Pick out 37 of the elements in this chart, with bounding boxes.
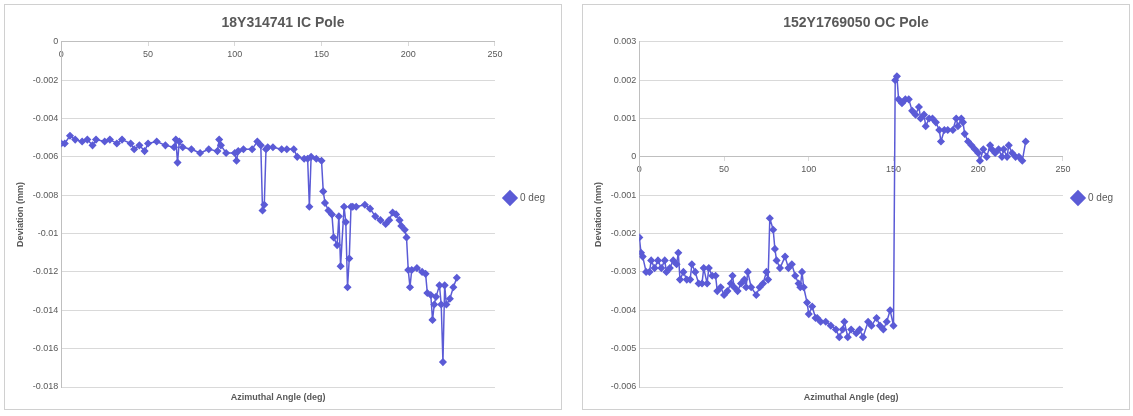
y-tick-label: -0.016 — [32, 343, 59, 354]
y-tick-label: -0.003 — [610, 266, 637, 277]
y-tick-label: -0.006 — [32, 151, 59, 162]
x-tick-label: 250 — [1055, 163, 1071, 174]
y-tick-label: -0.005 — [610, 343, 637, 354]
x-tick-label: 250 — [487, 48, 503, 59]
y-tick-label: -0.014 — [32, 304, 59, 315]
y-tick-label: -0.008 — [32, 189, 59, 200]
y-tick-label: -0.006 — [610, 381, 637, 392]
y-tick-label: 0 — [53, 36, 59, 47]
y-tick-label: 0 — [631, 151, 637, 162]
y-tick-label: -0.018 — [32, 381, 59, 392]
chart-title: 152Y1769050 OC Pole — [783, 14, 929, 31]
y-tick-label: 0.002 — [613, 74, 637, 85]
y-tick-label: 0.001 — [613, 113, 637, 123]
legend-label: 0 deg — [1087, 191, 1114, 203]
y-tick-label: 0.003 — [613, 36, 637, 47]
y-tick-label: -0.012 — [32, 266, 59, 277]
x-axis-title: Azimuthal Angle (deg) — [230, 391, 326, 402]
y-tick-label: -0.01 — [37, 228, 59, 239]
y-tick-label: -0.001 — [610, 189, 637, 200]
y-axis-title: Deviation (mm) — [592, 181, 603, 247]
x-tick-label: 50 — [143, 48, 154, 59]
x-tick-label: 150 — [314, 48, 330, 59]
y-tick-label: -0.004 — [610, 304, 637, 315]
x-tick-label: 200 — [970, 163, 986, 174]
y-tick-label: -0.002 — [32, 74, 59, 85]
chart-title: 18Y314741 IC Pole — [221, 14, 345, 31]
y-axis-title: Deviation (mm) — [14, 181, 25, 247]
x-tick-label: 100 — [801, 163, 817, 174]
x-tick-label: 50 — [719, 163, 730, 174]
legend-label: 0 deg — [519, 191, 546, 203]
x-tick-label: 200 — [400, 48, 416, 59]
x-axis-title: Azimuthal Angle (deg) — [803, 391, 899, 402]
y-tick-label: -0.004 — [32, 113, 59, 123]
y-tick-label: -0.002 — [610, 228, 637, 239]
x-tick-label: 100 — [227, 48, 243, 59]
